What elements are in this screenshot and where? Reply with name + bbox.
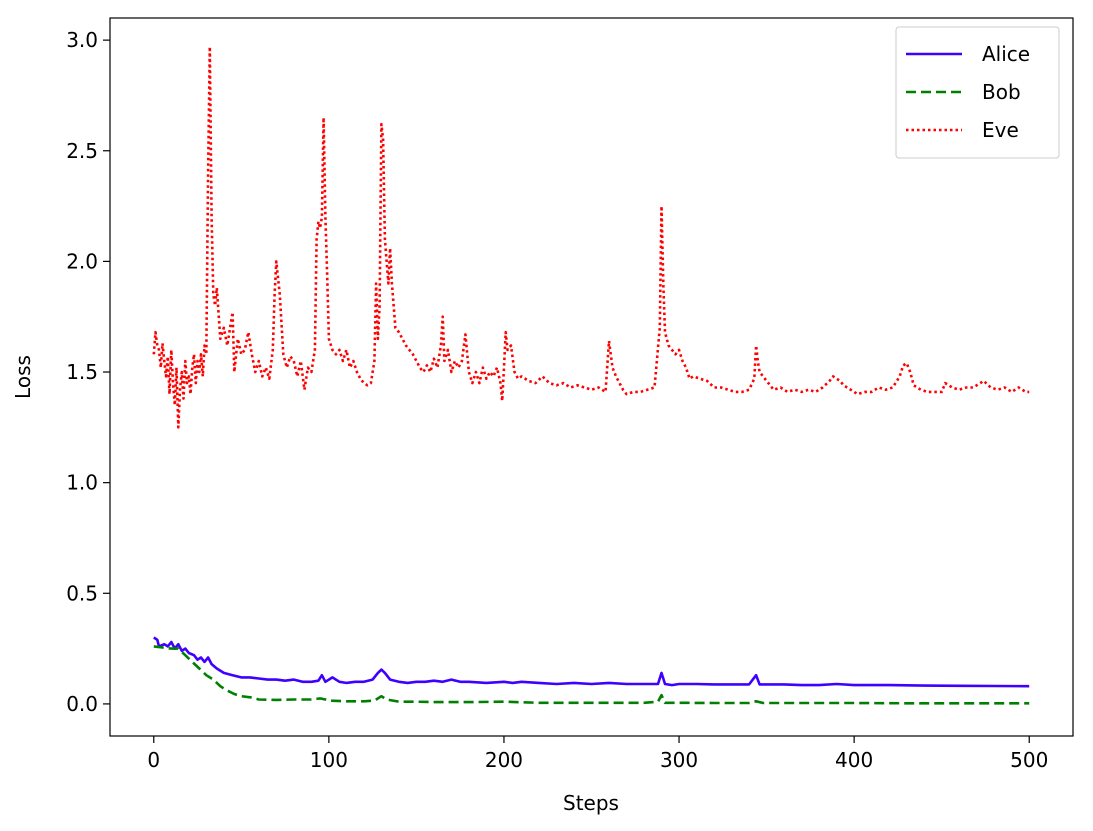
y-tick-label: 2.0: [66, 249, 98, 273]
y-tick-label: 0.5: [66, 581, 98, 605]
x-tick-label: 100: [310, 748, 348, 772]
plot-frame: [109, 17, 1074, 737]
x-tick-label: 200: [485, 748, 523, 772]
x-axis-label: Steps: [563, 791, 619, 815]
series-line-bob: [153, 645, 1030, 705]
x-tick-label: 0: [147, 748, 160, 772]
y-tick-label: 2.5: [66, 139, 98, 163]
legend-label-alice: Alice: [982, 42, 1030, 66]
x-tick-label: 500: [1010, 748, 1048, 772]
legend-box: [895, 26, 1060, 159]
x-tick-label: 400: [835, 748, 873, 772]
x-tick-label: 300: [660, 748, 698, 772]
y-tick-label: 1.0: [66, 471, 98, 495]
x-axis: 0 100 200 300 400 500: [147, 736, 1048, 772]
y-tick-label: 0.0: [66, 692, 98, 716]
y-tick-label: 3.0: [66, 28, 98, 52]
legend-label-eve: Eve: [982, 118, 1019, 142]
y-axis-label: Loss: [11, 355, 35, 399]
y-axis: 0.0 0.5 1.0 1.5 2.0 2.5 3.0: [66, 28, 110, 716]
series-line-alice: [153, 636, 1030, 688]
series-line-eve: [152, 45, 1030, 429]
plot-lines: [152, 45, 1030, 705]
y-tick-label: 1.5: [66, 360, 98, 384]
legend-label-bob: Bob: [982, 80, 1021, 104]
legend: Alice Bob Eve: [895, 26, 1060, 159]
